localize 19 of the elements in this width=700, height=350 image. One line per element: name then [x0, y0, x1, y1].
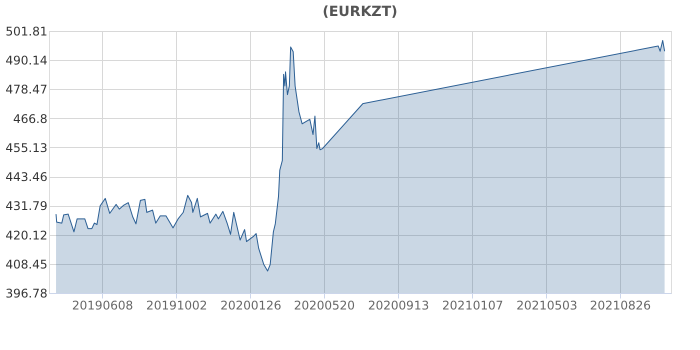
x-tick-label: 20200913 — [368, 298, 430, 312]
y-tick-label: 420.12 — [6, 228, 48, 242]
y-tick-label: 501.81 — [6, 24, 48, 38]
x-tick-label: 20210107 — [442, 298, 504, 312]
x-tick-label: 20191002 — [146, 298, 208, 312]
x-tick-label: 20200126 — [220, 298, 282, 312]
x-tick-label: 20190608 — [72, 298, 134, 312]
y-tick-label: 431.79 — [6, 199, 48, 214]
chart-title: (EURKZT) — [322, 4, 398, 20]
y-tick-label: 455.13 — [6, 140, 48, 155]
y-tick-label: 466.8 — [13, 112, 48, 126]
y-tick-label: 478.47 — [6, 82, 48, 97]
x-tick-label: 20210503 — [516, 298, 578, 312]
y-tick-label: 443.46 — [6, 170, 48, 184]
x-tick-label: 20210826 — [590, 298, 651, 312]
y-tick-label: 408.45 — [6, 257, 48, 272]
x-tick-label: 20200520 — [294, 298, 355, 312]
y-tick-label: 396.78 — [6, 286, 48, 300]
y-tick-label: 490.14 — [6, 54, 48, 68]
